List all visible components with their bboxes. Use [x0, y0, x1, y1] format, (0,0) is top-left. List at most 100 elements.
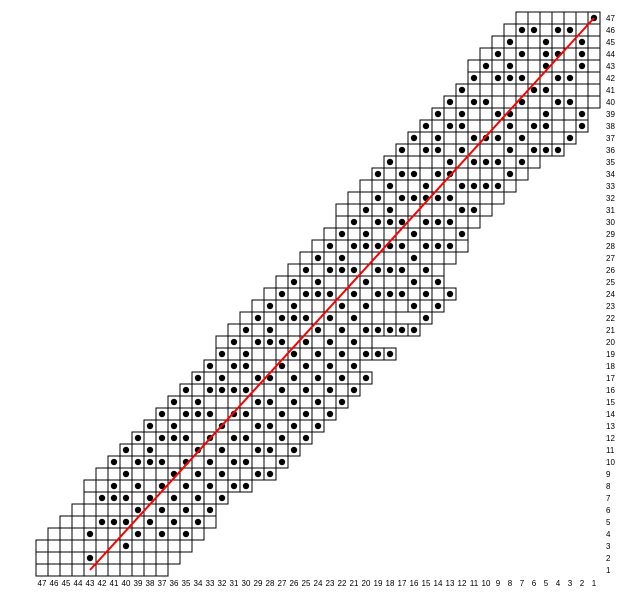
- y-axis-label: 45: [606, 38, 615, 47]
- grid-cell: [576, 72, 588, 84]
- grid-cell: [444, 204, 456, 216]
- grid-cell: [588, 36, 600, 48]
- y-axis-label: 5: [606, 518, 611, 527]
- stitch-dot: [195, 375, 201, 381]
- grid-cell: [528, 12, 540, 24]
- stitch-dot: [399, 195, 405, 201]
- grid-cell: [528, 156, 540, 168]
- grid-cell: [564, 60, 576, 72]
- stitch-dot: [447, 219, 453, 225]
- grid-cell: [576, 96, 588, 108]
- grid-cell: [588, 60, 600, 72]
- stitch-dot: [291, 399, 297, 405]
- x-axis-label: 11: [470, 579, 479, 588]
- stitch-dot: [411, 231, 417, 237]
- stitch-dot: [459, 87, 465, 93]
- grid-cell: [120, 564, 132, 576]
- grid-cell: [204, 444, 216, 456]
- y-axis-label: 29: [606, 230, 615, 239]
- grid-cell: [516, 36, 528, 48]
- stitch-dot: [291, 279, 297, 285]
- stitch-dot: [231, 339, 237, 345]
- stitch-dot: [435, 303, 441, 309]
- stitch-dot: [495, 183, 501, 189]
- grid-cell: [384, 168, 396, 180]
- grid-cell: [540, 12, 552, 24]
- stitch-dot: [99, 519, 105, 525]
- grid-cell: [144, 480, 156, 492]
- grid-cell: [300, 276, 312, 288]
- grid-cell: [588, 72, 600, 84]
- grid-cell: [144, 552, 156, 564]
- stitch-dot: [339, 351, 345, 357]
- stitch-dot: [387, 183, 393, 189]
- grid-cell: [108, 504, 120, 516]
- grid-cell: [168, 444, 180, 456]
- grid-cell: [504, 132, 516, 144]
- grid-cell: [252, 300, 264, 312]
- grid-cell: [480, 192, 492, 204]
- stitch-dot: [363, 243, 369, 249]
- stitch-dot: [279, 363, 285, 369]
- stitch-dot: [363, 279, 369, 285]
- grid-cell: [372, 300, 384, 312]
- stitch-dot: [267, 447, 273, 453]
- stitch-dot: [327, 387, 333, 393]
- grid-cell: [444, 228, 456, 240]
- stitch-dot: [207, 387, 213, 393]
- grid-cell: [264, 408, 276, 420]
- grid-cell: [156, 420, 168, 432]
- y-axis-label: 2: [606, 554, 611, 563]
- stitch-dot: [303, 339, 309, 345]
- grid-cell: [252, 432, 264, 444]
- stitch-dot: [231, 459, 237, 465]
- y-axis-label: 20: [606, 338, 615, 347]
- grid-cell: [456, 216, 468, 228]
- y-axis-label: 18: [606, 362, 615, 371]
- stitch-dot: [339, 375, 345, 381]
- grid-cell: [300, 372, 312, 384]
- grid-cell: [36, 552, 48, 564]
- x-axis-label: 23: [326, 579, 335, 588]
- grid-cell: [96, 480, 108, 492]
- x-axis-label: 42: [98, 579, 107, 588]
- grid-cell: [528, 60, 540, 72]
- stitch-dot: [435, 135, 441, 141]
- grid-cell: [588, 84, 600, 96]
- y-axis-label: 46: [606, 26, 615, 35]
- grid-cell: [564, 12, 576, 24]
- grid-cell: [552, 84, 564, 96]
- grid-cell: [108, 552, 120, 564]
- grid-cell: [144, 432, 156, 444]
- x-axis-label: 22: [338, 579, 347, 588]
- stitch-dot: [207, 363, 213, 369]
- grid-cell: [528, 132, 540, 144]
- stitch-dot: [435, 111, 441, 117]
- x-axis-label: 45: [62, 579, 71, 588]
- y-axis-label: 12: [606, 434, 615, 443]
- stitch-dot: [159, 411, 165, 417]
- stitch-dot: [123, 543, 129, 549]
- grid-cell: [192, 528, 204, 540]
- grid-cell: [48, 528, 60, 540]
- grid-cell: [516, 84, 528, 96]
- grid-cell: [336, 312, 348, 324]
- stitch-dot: [315, 327, 321, 333]
- stitch-dot: [387, 219, 393, 225]
- stitch-dot: [219, 471, 225, 477]
- grid-cell: [456, 132, 468, 144]
- stitch-dot: [423, 183, 429, 189]
- grid-cell: [396, 180, 408, 192]
- grid-cell: [492, 60, 504, 72]
- y-axis-label: 35: [606, 158, 615, 167]
- stitch-dot: [399, 327, 405, 333]
- stitch-dot: [135, 483, 141, 489]
- grid-cell: [84, 504, 96, 516]
- grid-cell: [168, 456, 180, 468]
- y-axis-label: 38: [606, 122, 615, 131]
- stitch-dot: [303, 387, 309, 393]
- grid-cell: [192, 456, 204, 468]
- grid-cell: [444, 180, 456, 192]
- x-axis-label: 5: [544, 579, 549, 588]
- y-axis-label: 15: [606, 398, 615, 407]
